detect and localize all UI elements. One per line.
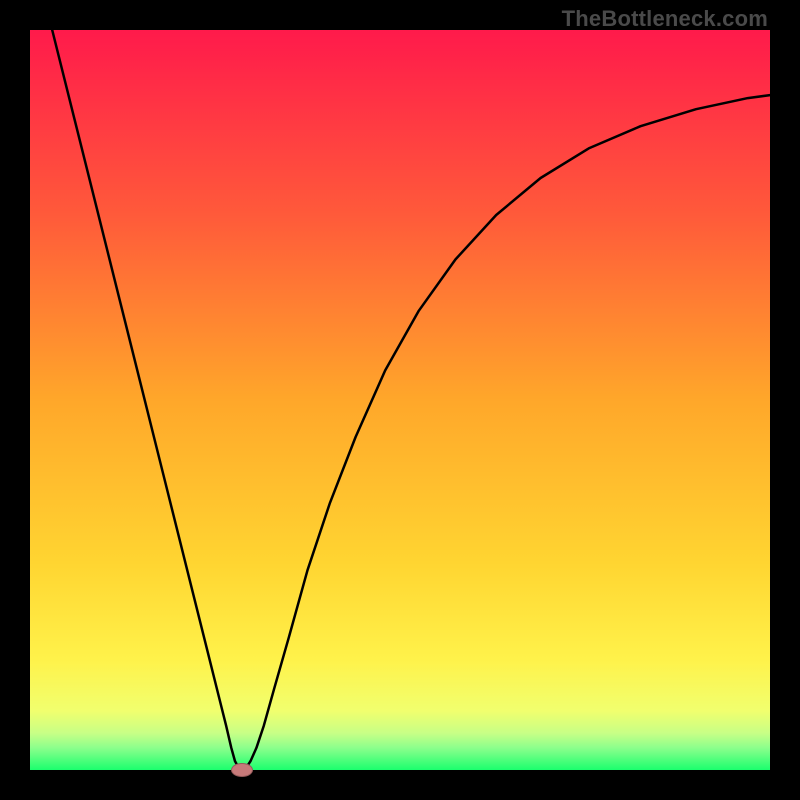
curve-svg bbox=[30, 30, 770, 770]
optimum-marker bbox=[231, 763, 253, 777]
plot-area bbox=[30, 30, 770, 770]
chart-canvas: TheBottleneck.com bbox=[0, 0, 800, 800]
watermark-text: TheBottleneck.com bbox=[562, 6, 768, 32]
bottleneck-curve bbox=[52, 30, 770, 770]
